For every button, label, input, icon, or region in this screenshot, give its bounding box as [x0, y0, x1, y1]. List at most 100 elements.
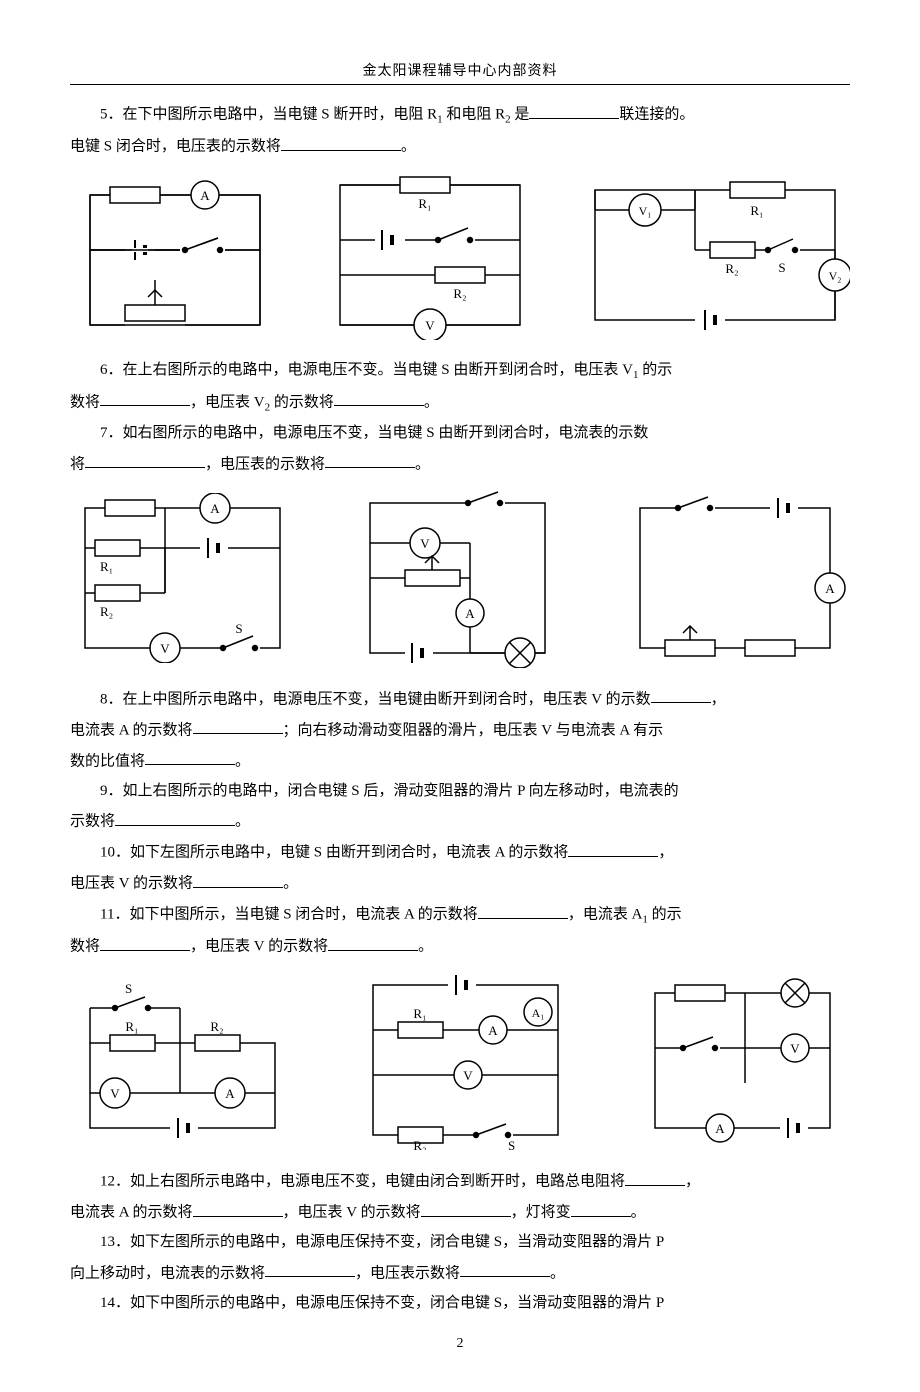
- q5-blank2: [281, 133, 401, 151]
- svg-text:V: V: [463, 1068, 473, 1083]
- q10-line1: 10．如下左图所示电路中，电键 S 由断开到闭合时，电流表 A 的示数将 ，: [70, 839, 850, 866]
- q10-a: 如下左图所示电路中，电键 S 由断开到闭合时，电流表 A 的示数将: [130, 845, 568, 861]
- q13-l2a: 向上移动时，电流表的示数将: [70, 1265, 265, 1281]
- q7-a: 如右图所示的电路中，电源电压不变，当电键 S 由断开到闭合时，电流表的示数: [123, 425, 649, 441]
- q8-l3b: 。: [235, 753, 250, 769]
- svg-text:R₁: R₁: [750, 203, 763, 218]
- svg-text:R₁: R₁: [100, 559, 113, 574]
- q8-line3: 数的比值将。: [70, 748, 850, 775]
- q6-l2b: ，电压表 V: [190, 394, 265, 410]
- q7-line2: 将 ，电压表的示数将 。: [70, 451, 850, 478]
- q12-l2c: ，灯将变: [511, 1205, 571, 1221]
- svg-text:R₂: R₂: [413, 1138, 426, 1150]
- q8-blank3: [145, 748, 235, 766]
- figure-row-2: A R₁ R₂ V: [70, 488, 850, 668]
- svg-text:A: A: [715, 1121, 725, 1136]
- q12-line1: 12．如上右图所示电路中，电源电压不变，电键由闭合到断开时，电路总电阻将 ，: [70, 1168, 850, 1195]
- q6-num: 6．: [100, 362, 123, 378]
- q12-blank3: [421, 1199, 511, 1217]
- circuit-12-right: V A: [635, 978, 850, 1143]
- q7-num: 7．: [100, 425, 123, 441]
- q12-a: 如上右图所示电路中，电源电压不变，电键由闭合到断开时，电路总电阻将: [130, 1174, 625, 1190]
- q7-l2c: 。: [415, 456, 430, 472]
- q5-l2a: 电键 S 闭合时，电压表的示数将: [70, 139, 281, 155]
- q13-num: 13．: [100, 1234, 130, 1250]
- q5-d: 联连接的。: [619, 107, 694, 123]
- q8-num: 8．: [100, 691, 123, 707]
- svg-text:S: S: [778, 260, 785, 275]
- q11-c: 的示: [648, 907, 682, 923]
- svg-text:V₂: V₂: [829, 269, 842, 283]
- q5-b: 和电阻 R: [443, 107, 506, 123]
- q12-blank2: [193, 1199, 283, 1217]
- q9-num: 9．: [100, 783, 123, 799]
- q11-b: ，电流表 A: [568, 907, 643, 923]
- q8-l2b: ；向右移动滑动变阻器的滑片，电压表 V 与电流表 A 有示: [283, 722, 664, 738]
- q10-b: ，: [658, 845, 673, 861]
- q11-blank1: [478, 901, 568, 919]
- svg-text:A: A: [200, 188, 210, 203]
- circuit-7-left: A R₁ R₂ V: [70, 493, 295, 663]
- svg-text:V: V: [425, 318, 435, 333]
- svg-text:A: A: [825, 581, 835, 596]
- q14-line1: 14．如下中图所示的电路中，电源电压保持不变，闭合电键 S，当滑动变阻器的滑片 …: [70, 1291, 850, 1317]
- q9-a: 如上右图所示的电路中，闭合电键 S 后，滑动变阻器的滑片 P 向左移动时，电流表…: [123, 783, 679, 799]
- q13-blank1: [265, 1260, 355, 1278]
- q9-line1: 9．如上右图所示的电路中，闭合电键 S 后，滑动变阻器的滑片 P 向左移动时，电…: [70, 779, 850, 805]
- svg-text:R₂: R₂: [210, 1019, 223, 1034]
- q6-l2d: 。: [424, 394, 439, 410]
- q7-blank1: [85, 451, 205, 469]
- q10-line2: 电压表 V 的示数将。: [70, 870, 850, 897]
- q9-l2b: 。: [235, 814, 250, 830]
- q12-l2d: 。: [631, 1205, 646, 1221]
- q12-num: 12．: [100, 1174, 130, 1190]
- q10-blank1: [568, 839, 658, 857]
- q11-a: 如下中图所示，当电键 S 闭合时，电流表 A 的示数将: [129, 907, 477, 923]
- q9-line2: 示数将。: [70, 808, 850, 835]
- q13-l2b: ，电压表示数将: [355, 1265, 460, 1281]
- svg-text:A₁: A₁: [531, 1006, 544, 1020]
- q5-num: 5．: [100, 107, 123, 123]
- q13-line2: 向上移动时，电流表的示数将 ，电压表示数将 。: [70, 1260, 850, 1287]
- q13-l2c: 。: [550, 1265, 565, 1281]
- page-header-title: 金太阳课程辅导中心内部资料: [70, 60, 850, 80]
- circuit-5-middle: R₁ R₂ V: [320, 170, 540, 340]
- svg-text:S: S: [508, 1138, 515, 1150]
- circuit-8-middle: V A: [350, 488, 565, 668]
- q6-line1: 6．在上右图所示的电路中，电源电压不变。当电键 S 由断开到闭合时，电压表 V1…: [70, 358, 850, 385]
- svg-text:R₁: R₁: [418, 196, 431, 211]
- q8-blank2: [193, 717, 283, 735]
- q12-b: ，: [685, 1174, 700, 1190]
- q12-l2b: ，电压表 V 的示数将: [283, 1205, 421, 1221]
- q9-blank1: [115, 808, 235, 826]
- q5-line2: 电键 S 闭合时，电压表的示数将。: [70, 133, 850, 160]
- q7-l2a: 将: [70, 456, 85, 472]
- svg-text:R₁: R₁: [413, 1006, 426, 1021]
- circuit-11-middle: R₁ A A₁ V R₂ S: [353, 970, 578, 1150]
- q7-line1: 7．如右图所示的电路中，电源电压不变，当电键 S 由断开到闭合时，电流表的示数: [70, 421, 850, 447]
- svg-text:A: A: [225, 1086, 235, 1101]
- q6-l2c: 的示数将: [270, 394, 334, 410]
- circuit-5-left: A: [70, 175, 280, 335]
- q14-num: 14．: [100, 1295, 130, 1311]
- q11-line1: 11．如下中图所示，当电键 S 闭合时，电流表 A 的示数将，电流表 A1 的示: [70, 901, 850, 929]
- q6-blank1: [100, 389, 190, 407]
- svg-text:R₁: R₁: [125, 1019, 138, 1034]
- q10-l2b: 。: [283, 876, 298, 892]
- q6-line2: 数将，电压表 V2 的示数将。: [70, 389, 850, 417]
- svg-text:A: A: [210, 501, 220, 516]
- svg-text:V: V: [420, 536, 430, 551]
- q6-a: 在上右图所示的电路中，电源电压不变。当电键 S 由断开到闭合时，电压表 V: [123, 362, 633, 378]
- svg-text:S: S: [235, 621, 242, 636]
- q5-a: 在下中图所示电路中，当电键 S 断开时，电阻 R: [123, 107, 438, 123]
- q10-num: 10．: [100, 845, 130, 861]
- q6-l2a: 数将: [70, 394, 100, 410]
- q6-blank2: [334, 389, 424, 407]
- q11-line2: 数将，电压表 V 的示数将。: [70, 933, 850, 960]
- q7-l2b: ，电压表的示数将: [205, 456, 325, 472]
- q11-l2c: 。: [418, 939, 433, 955]
- svg-text:S: S: [125, 981, 132, 996]
- q8-b: ，: [711, 691, 726, 707]
- q10-blank2: [193, 870, 283, 888]
- svg-text:R₂: R₂: [100, 604, 113, 619]
